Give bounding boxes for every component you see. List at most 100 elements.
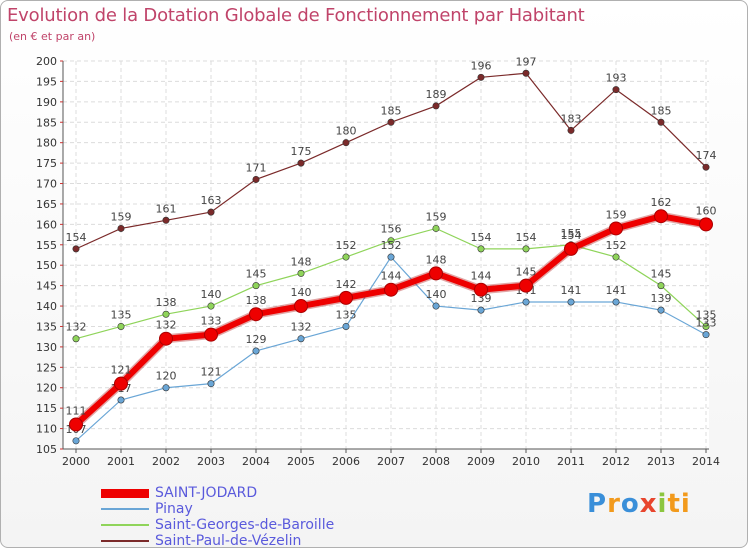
data-label: 138 [246,294,267,307]
legend-item: Pinay [101,501,401,517]
data-point [474,282,488,297]
data-label: 175 [291,145,312,158]
data-point [252,347,260,355]
data-point [207,302,215,310]
data-point [657,282,665,290]
y-tick-label: 160 [36,218,57,231]
data-label: 145 [246,268,267,281]
data-point [117,396,125,404]
data-point [69,417,83,432]
data-point [294,299,308,314]
y-tick-label: 145 [36,280,57,293]
data-point [159,331,173,346]
data-label: 159 [111,210,132,223]
data-label: 148 [291,255,312,268]
data-label: 148 [426,253,447,266]
data-label: 185 [381,104,402,117]
data-point [567,126,575,134]
data-point [609,221,623,236]
legend-swatch [101,540,149,542]
data-label: 140 [291,286,312,299]
data-point [477,306,485,314]
data-label: 155 [561,227,582,240]
data-label: 139 [651,292,672,305]
x-tick-label: 2001 [107,455,135,468]
data-label: 132 [156,319,177,332]
data-point [162,310,170,318]
data-label: 144 [471,270,492,283]
data-label: 111 [66,404,87,417]
x-tick-label: 2012 [602,455,630,468]
logo-letter: P [587,489,608,519]
data-point [162,384,170,392]
data-label: 152 [606,239,627,252]
data-point [117,322,125,330]
data-point [387,118,395,126]
data-label: 171 [246,161,267,174]
data-label: 152 [381,239,402,252]
data-point [252,175,260,183]
data-point [252,282,260,290]
data-label: 135 [111,308,132,321]
y-tick-label: 165 [36,198,57,211]
x-tick-label: 2004 [242,455,270,468]
data-point [429,266,443,281]
data-label: 141 [561,284,582,297]
data-label: 132 [66,321,87,334]
data-point [432,302,440,310]
y-tick-label: 175 [36,157,57,170]
x-tick-label: 2000 [62,455,90,468]
logo-letter: r [607,489,621,519]
data-point [702,163,710,171]
x-tick-label: 2009 [467,455,495,468]
chart-legend: SAINT-JODARD Pinay Saint-Georges-de-Baroil… [101,485,401,548]
data-label: 121 [201,366,222,379]
y-tick-label: 170 [36,178,57,191]
data-point [657,118,665,126]
data-point [432,224,440,232]
plot-area [63,61,709,449]
legend-label: Saint-Georges-de-Baroille [155,517,335,533]
logo-letter: ti [667,489,691,519]
chart-subtitle: (en € et par an) [9,30,96,43]
data-label: 189 [426,88,447,101]
data-point [249,307,263,322]
data-point [384,282,398,297]
logo-letter: x [639,489,658,519]
data-label: 145 [516,266,537,279]
data-label: 133 [201,315,222,328]
data-point [387,237,395,245]
x-tick-label: 2010 [512,455,540,468]
data-point [654,209,668,224]
data-label: 174 [696,149,717,162]
y-tick-label: 110 [36,423,57,436]
data-point [699,217,713,232]
legend-label: Pinay [155,501,193,517]
data-point [342,322,350,330]
data-label: 141 [606,284,627,297]
data-point [612,253,620,261]
data-label: 154 [66,231,87,244]
data-label: 139 [471,292,492,305]
data-label: 185 [651,104,672,117]
y-tick-label: 200 [36,55,57,68]
data-point [612,86,620,94]
x-tick-label: 2008 [422,455,450,468]
data-point [72,335,80,343]
x-tick-label: 2014 [692,455,720,468]
y-tick-label: 130 [36,341,57,354]
y-tick-label: 120 [36,382,57,395]
data-label: 197 [516,55,537,68]
data-point [114,376,128,391]
data-label: 162 [651,196,672,209]
legend-label: Saint-Paul-de-Vézelin [155,533,302,548]
data-label: 156 [381,223,402,236]
legend-swatch [101,508,149,510]
data-point [522,245,530,253]
data-point [477,73,485,81]
legend-item: Saint-Georges-de-Baroille [101,517,401,533]
data-point [297,159,305,167]
data-point [477,245,485,253]
y-tick-label: 155 [36,239,57,252]
